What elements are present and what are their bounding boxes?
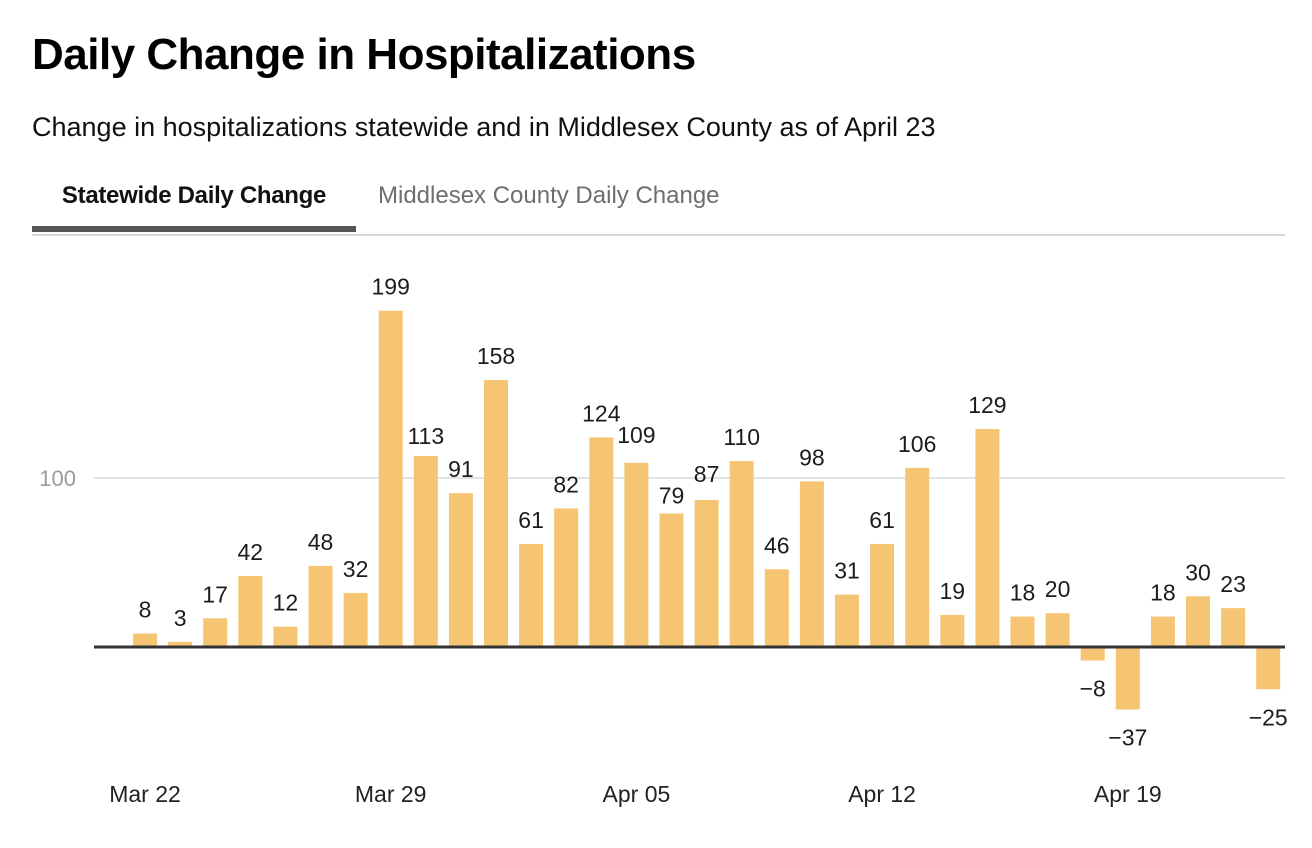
bar-apr-13 xyxy=(905,467,930,647)
x-tick-label: Apr 19 xyxy=(1094,781,1162,807)
value-label: 199 xyxy=(372,274,410,300)
bar-mar-30 xyxy=(413,456,438,647)
value-label: 61 xyxy=(869,507,895,533)
value-label: 20 xyxy=(1045,576,1071,602)
bar-apr-21 xyxy=(1186,596,1210,647)
bar-mar-27 xyxy=(308,565,333,647)
value-label: 32 xyxy=(343,556,369,582)
value-label: 124 xyxy=(582,400,621,426)
bar-apr-01 xyxy=(484,379,508,647)
bar-mar-23 xyxy=(168,641,193,647)
value-label: 18 xyxy=(1150,580,1176,606)
bar-apr-08 xyxy=(729,461,754,647)
bar-apr-17 xyxy=(1045,613,1070,647)
tab-middlesex-county-daily-change[interactable]: Middlesex County Daily Change xyxy=(378,182,720,209)
bar-mar-25 xyxy=(238,576,263,647)
bar-mar-31 xyxy=(448,493,473,647)
bar-apr-07 xyxy=(694,499,719,647)
x-tick-label: Apr 05 xyxy=(603,781,671,807)
value-label: 98 xyxy=(799,444,825,470)
bar-mar-22 xyxy=(133,633,157,647)
bar-apr-03 xyxy=(554,508,579,647)
value-label: 91 xyxy=(448,456,474,482)
value-label: 3 xyxy=(174,605,187,631)
bar-apr-11 xyxy=(835,594,859,647)
x-axis: Mar 22 Mar 29 Apr 05 Apr 12 Apr 19 xyxy=(109,781,1161,807)
value-label: 158 xyxy=(477,343,515,369)
bar-apr-05 xyxy=(624,462,649,647)
chart-title: Daily Change in Hospitalizations xyxy=(32,30,696,79)
bar-apr-16 xyxy=(1010,616,1035,647)
bar-apr-06 xyxy=(659,513,684,647)
bar-apr-19 xyxy=(1115,647,1140,710)
value-label: 19 xyxy=(940,578,966,604)
bar-apr-04 xyxy=(589,437,614,647)
bar-mar-26 xyxy=(273,626,298,647)
bar-apr-14 xyxy=(940,614,965,647)
x-tick-label: Apr 12 xyxy=(848,781,916,807)
value-label: 12 xyxy=(273,590,299,616)
bar-mar-28 xyxy=(343,592,368,647)
bar-apr-02 xyxy=(519,543,544,647)
value-label: 110 xyxy=(723,424,760,450)
value-label: 31 xyxy=(834,558,860,584)
y-axis: 100 xyxy=(39,466,76,491)
value-label: −8 xyxy=(1080,676,1106,702)
bar-apr-15 xyxy=(975,428,1000,647)
value-label: 113 xyxy=(407,423,444,449)
value-label: 18 xyxy=(1010,580,1036,606)
bar-apr-20 xyxy=(1150,616,1175,647)
tab-statewide-daily-change[interactable]: Statewide Daily Change xyxy=(32,182,356,232)
bar-apr-12 xyxy=(870,543,895,647)
value-label: 8 xyxy=(139,596,152,622)
bar-apr-18 xyxy=(1080,647,1105,661)
bar-mar-24 xyxy=(203,618,228,647)
bar-apr-10 xyxy=(799,481,824,647)
value-label: 82 xyxy=(553,471,579,497)
value-label: 106 xyxy=(898,431,936,457)
tab-bar: Statewide Daily Change Middlesex County … xyxy=(32,172,1285,236)
value-label: 30 xyxy=(1185,559,1211,585)
x-tick-label: Mar 29 xyxy=(355,781,427,807)
value-label: 79 xyxy=(659,482,685,508)
value-label: 23 xyxy=(1220,571,1246,597)
bar-mar-29 xyxy=(378,310,403,647)
value-label: 129 xyxy=(968,392,1006,418)
bars xyxy=(133,310,1281,710)
value-label: −25 xyxy=(1249,704,1288,730)
bar-apr-22 xyxy=(1221,608,1246,647)
value-label: 46 xyxy=(764,532,790,558)
chart-subtitle: Change in hospitalizations statewide and… xyxy=(32,112,936,142)
value-label: 109 xyxy=(617,422,655,448)
value-label: 48 xyxy=(308,529,334,555)
value-label: −37 xyxy=(1108,725,1147,751)
value-label: 42 xyxy=(238,539,264,565)
value-label: 87 xyxy=(694,461,720,487)
bar-apr-23 xyxy=(1256,647,1281,690)
y-tick-label: 100 xyxy=(39,466,76,491)
value-label: 61 xyxy=(518,507,544,533)
value-label: 17 xyxy=(202,581,228,607)
bar-apr-09 xyxy=(764,569,789,647)
x-tick-label: Mar 22 xyxy=(109,781,181,807)
